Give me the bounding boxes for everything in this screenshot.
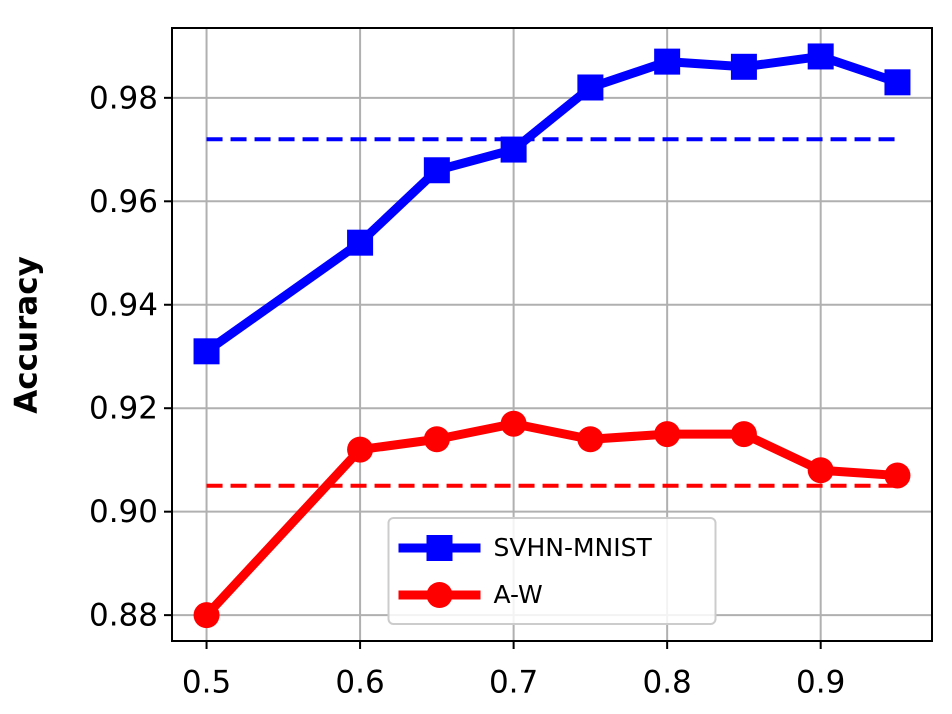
marker [730, 53, 757, 80]
legend-label: A-W [494, 580, 543, 609]
x-tick-label: 0.9 [796, 665, 845, 701]
x-tick-label: 0.8 [642, 665, 691, 701]
y-tick-label: 0.94 [89, 287, 158, 323]
y-tick-label: 0.90 [89, 494, 158, 530]
y-axis-label: Accuracy [9, 256, 45, 414]
marker [500, 410, 527, 437]
y-tick-label: 0.88 [89, 598, 158, 634]
x-tick-label: 0.5 [182, 665, 231, 701]
marker [807, 43, 834, 70]
marker [426, 535, 453, 561]
legend: SVHN-MNIST A-W [387, 517, 717, 625]
marker [423, 426, 450, 453]
marker [423, 157, 450, 184]
plot-frame [171, 27, 933, 642]
marker [193, 338, 220, 365]
marker [193, 602, 220, 629]
marker [884, 69, 911, 96]
marker [347, 436, 374, 463]
marker [884, 462, 911, 489]
marker [654, 48, 681, 75]
y-tick-label: 0.92 [89, 391, 158, 427]
marker [730, 421, 757, 448]
y-tick-label: 0.98 [89, 80, 158, 116]
marker [577, 74, 604, 101]
marker [347, 229, 374, 256]
marker [654, 421, 681, 448]
marker [426, 582, 453, 608]
legend-label: SVHN-MNIST [494, 533, 653, 562]
marker [577, 426, 604, 453]
x-tick-label: 0.7 [489, 665, 538, 701]
y-tick-label: 0.96 [89, 184, 158, 220]
x-tick-label: 0.6 [335, 665, 384, 701]
marker [500, 136, 527, 163]
marker [807, 457, 834, 484]
series-line [203, 51, 899, 355]
